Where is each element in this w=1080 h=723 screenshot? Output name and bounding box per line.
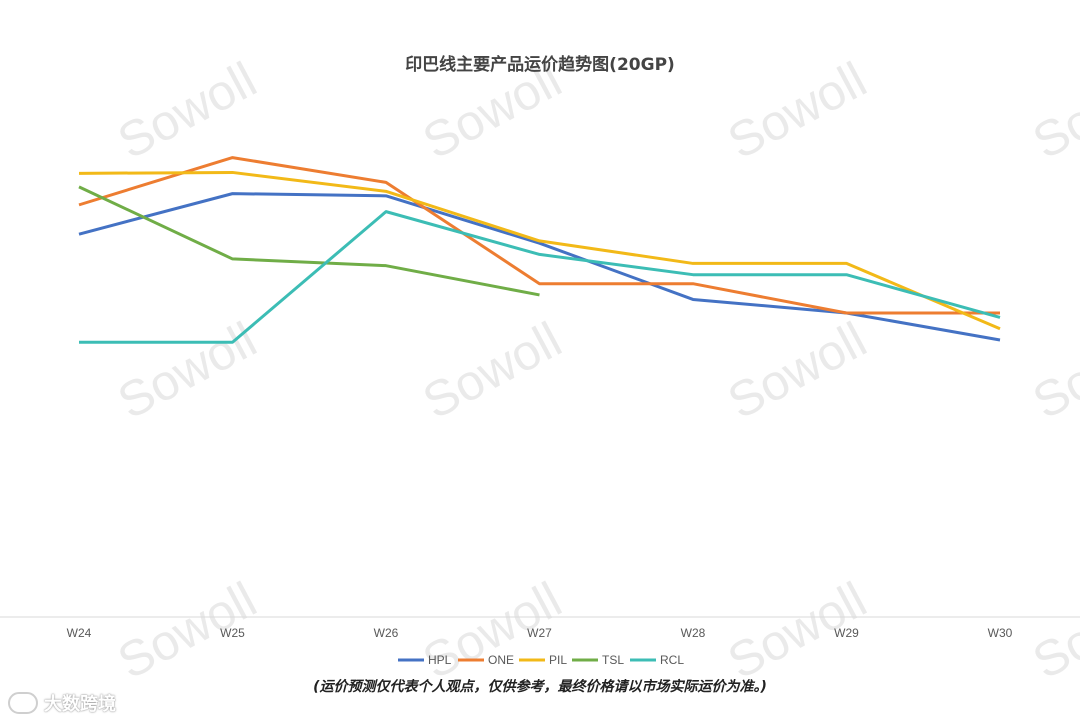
watermark-text: Sowoll	[1024, 51, 1080, 170]
x-tick-label: W27	[527, 626, 552, 640]
x-axis-ticks: W24 W25 W26 W27 W28 W29 W30	[67, 626, 1013, 640]
brand-logo: 大数跨境	[8, 690, 116, 716]
legend: HPL ONE PIL TSL RCL	[398, 653, 684, 667]
watermark-text: Sowoll	[1024, 311, 1080, 430]
legend-label-one: ONE	[488, 653, 514, 667]
legend-label-pil: PIL	[549, 653, 567, 667]
series-line-one	[78, 156, 1000, 315]
series-line-tsl	[78, 185, 540, 297]
x-tick-label: W24	[67, 626, 92, 640]
legend-label-tsl: TSL	[602, 653, 624, 667]
brand-icon	[8, 692, 38, 714]
x-tick-label: W25	[220, 626, 245, 640]
watermark-layer: Sowoll Sowoll Sowoll Sowoll Sowoll Sowoll Sowo…	[109, 51, 1080, 690]
x-tick-label: W29	[834, 626, 859, 640]
watermark-text: Sowoll	[719, 311, 875, 430]
watermark-text: Sowoll	[414, 311, 570, 430]
series-line-rcl	[79, 210, 1001, 344]
legend-label-rcl: RCL	[660, 653, 684, 667]
series-layer	[78, 156, 1001, 344]
watermark-text: Sowoll	[109, 51, 265, 170]
watermark-text: Sowoll	[109, 311, 265, 430]
watermark-text: Sowoll	[1024, 571, 1080, 690]
legend-label-hpl: HPL	[428, 653, 452, 667]
x-tick-label: W26	[374, 626, 399, 640]
watermark-text: Sowoll	[719, 51, 875, 170]
brand-name: 大数跨境	[44, 694, 116, 715]
x-tick-label: W28	[681, 626, 706, 640]
disclaimer-note: (运价预测仅代表个人观点，仅供参考，最终价格请以市场实际运价为准。)	[313, 679, 767, 695]
chart-title: 印巴线主要产品运价趋势图(20GP)	[405, 54, 675, 75]
x-tick-label: W30	[988, 626, 1013, 640]
series-line-pil	[78, 170, 1001, 331]
